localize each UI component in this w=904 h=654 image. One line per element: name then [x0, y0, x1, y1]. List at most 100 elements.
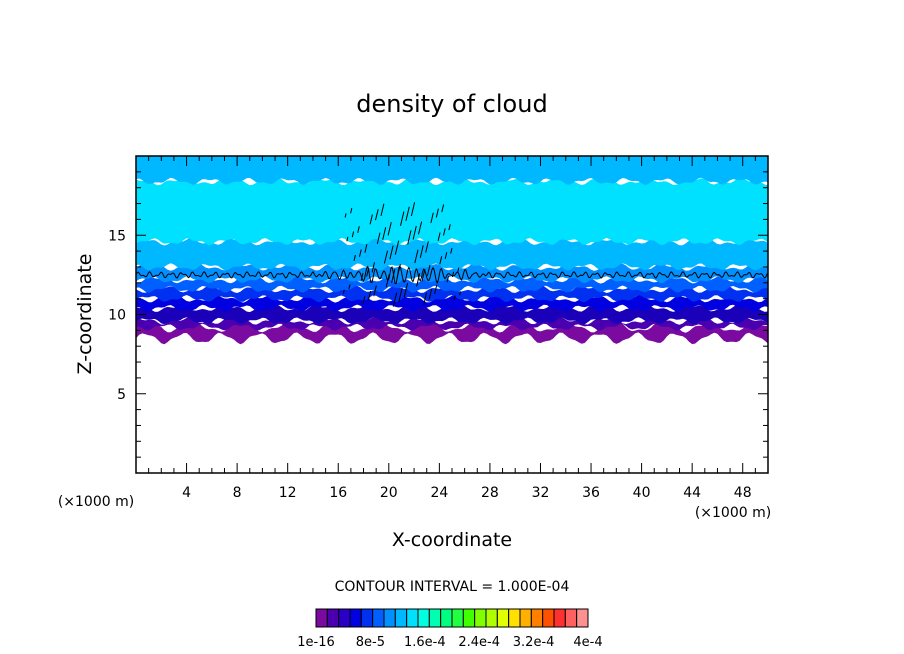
density-layer	[136, 316, 768, 331]
x-tick-label: 12	[279, 485, 297, 501]
eddy-contour	[419, 245, 424, 258]
colorbar-swatch	[428, 608, 442, 628]
eddy-contour	[391, 268, 396, 284]
eddy-contour	[443, 228, 446, 236]
eddy-contour	[423, 292, 427, 305]
eddy-contour	[394, 240, 400, 255]
x-tick-label: 16	[329, 485, 347, 501]
eddy-contour	[428, 288, 433, 300]
colorbar-label: 1.6e-4	[404, 635, 446, 650]
colorbar-swatch	[530, 608, 544, 628]
colorbar-swatch	[496, 608, 510, 628]
y-tick-label: 5	[117, 387, 126, 403]
colorbar-swatch	[394, 608, 408, 628]
cloud-density-field	[136, 156, 768, 345]
eddy-contour	[357, 226, 360, 234]
eddy-contour	[410, 202, 416, 217]
colorbar-label: 8e-5	[356, 635, 385, 650]
eddy-contour	[369, 214, 373, 225]
eddy-contour	[405, 206, 410, 222]
density-layer	[136, 294, 768, 312]
eddy-contour	[400, 211, 405, 226]
eddy-contour	[435, 208, 439, 218]
eddy-contour	[412, 225, 417, 240]
x-tick-label: 32	[532, 485, 550, 501]
eddy-contour	[353, 254, 356, 262]
eddy-contour	[373, 285, 377, 297]
y-tick-label: 15	[108, 228, 126, 244]
y-axis-ticks: 5 10 15	[108, 171, 768, 458]
eddy-contour	[346, 236, 349, 242]
eddy-contour	[351, 231, 355, 238]
eddy-contour	[407, 230, 412, 245]
contour-lines	[136, 202, 768, 307]
x-unit-label-right: (×1000 m)	[695, 505, 771, 521]
colorbar-swatch	[338, 608, 351, 628]
eddy-contour	[416, 273, 421, 287]
density-layer	[136, 285, 768, 303]
density-layer	[136, 275, 768, 293]
colorbar-labels: 1e-16 8e-5 1.6e-4 2.4e-4 3.2e-4 4e-4	[297, 635, 602, 650]
colorbar-swatch	[440, 608, 453, 628]
eddy-contour	[441, 204, 445, 213]
colorbar-swatch	[576, 608, 589, 628]
colorbar-swatch	[474, 608, 487, 628]
colorbar-label: 2.4e-4	[458, 635, 500, 650]
eddy-contour	[383, 250, 388, 264]
eddy-contour	[392, 292, 398, 307]
eddy-contour	[453, 295, 456, 301]
eddy-contour	[396, 264, 401, 279]
colorbar-swatch	[326, 608, 340, 628]
density-layer	[136, 156, 768, 185]
eddy-contour	[375, 209, 379, 221]
chart-title: density of cloud	[356, 90, 547, 118]
eddy-contour	[451, 271, 455, 278]
y-tick-label: 10	[108, 308, 126, 324]
colorbar-swatch	[451, 608, 464, 628]
eddy-contour	[430, 212, 434, 224]
eddy-contour	[426, 264, 431, 277]
eddy-contour	[382, 227, 387, 240]
eddy-contour	[366, 267, 370, 277]
eddy-contour	[444, 252, 448, 260]
density-layer	[136, 237, 768, 271]
x-tick-label: 40	[633, 485, 651, 501]
colorbar-swatch	[542, 608, 555, 628]
eddy-contour	[425, 241, 429, 253]
eddy-contour	[350, 207, 353, 214]
contour-line	[136, 265, 768, 285]
eddy-contour	[364, 244, 368, 253]
eddy-contour	[359, 249, 362, 257]
x-tick-label: 28	[481, 485, 499, 501]
colorbar	[315, 608, 589, 628]
colorbar-swatch	[360, 608, 374, 628]
x-tick-label: 44	[683, 485, 701, 501]
colorbar-swatch	[372, 608, 385, 628]
colorbar-label: 1e-16	[297, 635, 335, 650]
eddy-contour	[362, 296, 366, 305]
eddy-contour	[414, 249, 419, 264]
colorbar-swatch	[564, 608, 578, 628]
colorbar-swatch	[349, 608, 362, 628]
colorbar-swatch	[417, 608, 430, 628]
eddy-contour	[448, 224, 451, 231]
colorbar-label: 3.2e-4	[513, 635, 555, 650]
x-tick-label: 24	[430, 485, 448, 501]
density-layer	[136, 304, 768, 325]
eddy-contour	[360, 272, 364, 281]
colorbar-swatch	[383, 608, 396, 628]
colorbar-swatch	[462, 608, 476, 628]
x-axis-ticks: 4 8 12 16 20 24 28 32 36 40 44 48	[148, 156, 756, 501]
eddy-contour	[389, 245, 394, 260]
x-tick-label: 4	[182, 485, 191, 501]
x-tick-label: 8	[233, 485, 242, 501]
colorbar-swatch	[519, 608, 532, 628]
density-layer	[136, 177, 768, 246]
eddy-contour	[342, 289, 345, 294]
eddy-contour	[459, 291, 461, 296]
eddy-contour	[439, 256, 443, 265]
eddy-contour	[344, 213, 347, 218]
colorbar-swatch	[406, 608, 419, 628]
x-tick-label: 20	[380, 485, 398, 501]
